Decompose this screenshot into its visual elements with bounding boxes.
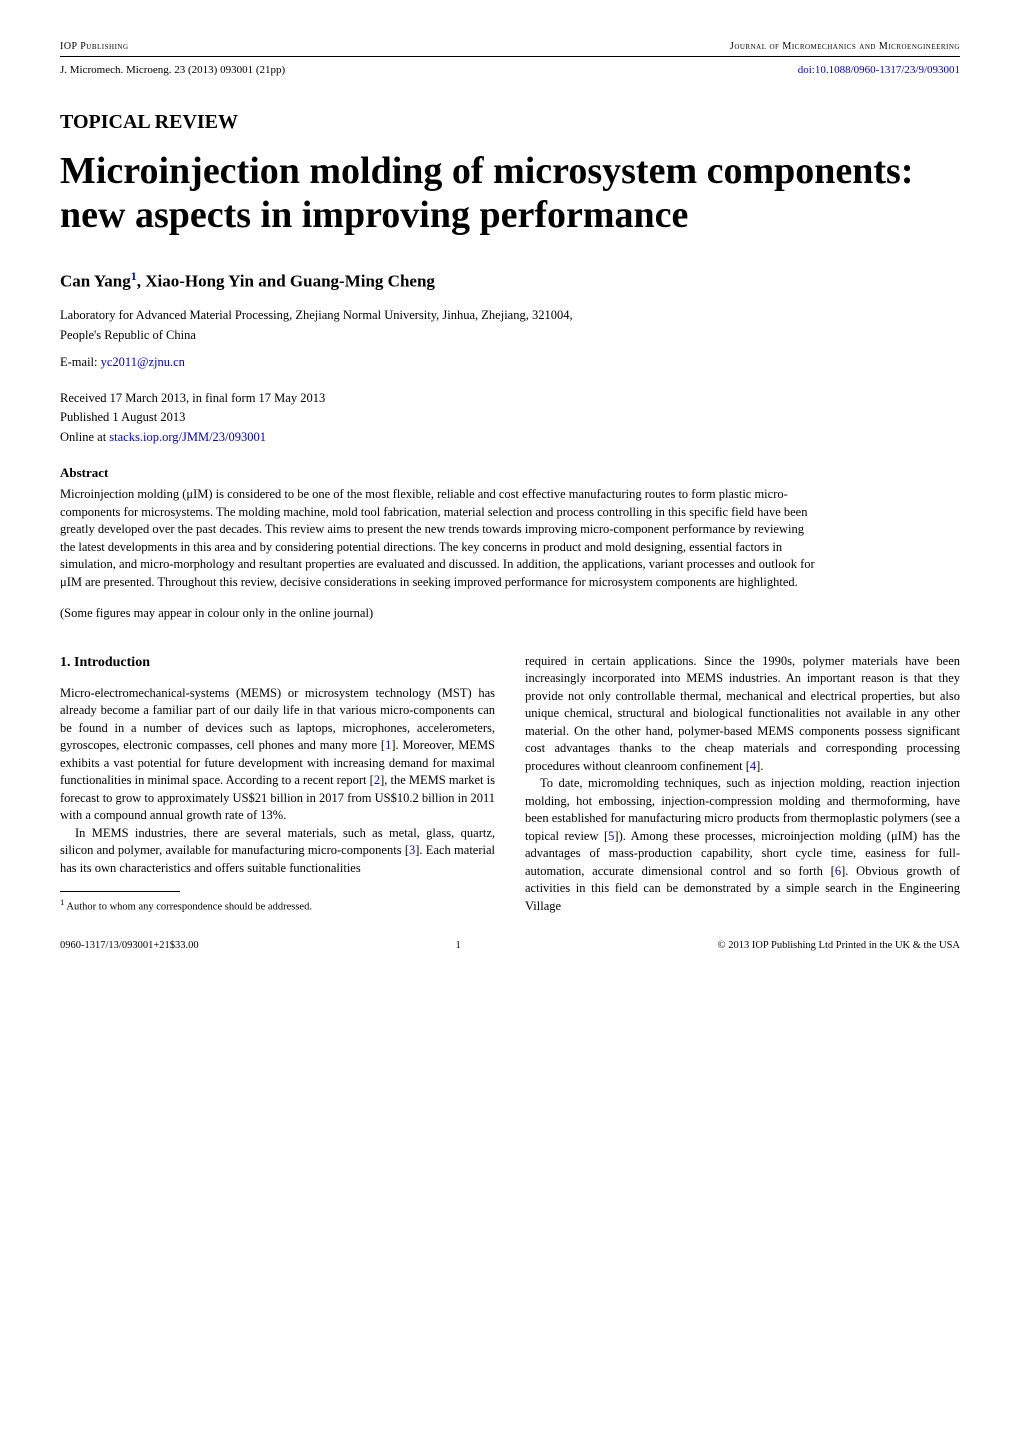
page-header: IOP Publishing Journal of Micromechanics… — [60, 40, 960, 57]
citation-row: J. Micromech. Microeng. 23 (2013) 093001… — [60, 63, 960, 78]
section-heading: 1. Introduction — [60, 653, 495, 673]
footnote-text: Author to whom any correspondence should… — [64, 902, 312, 913]
doi-link[interactable]: doi:10.1088/0960-1317/23/9/093001 — [798, 63, 960, 78]
footer-right: © 2013 IOP Publishing Ltd Printed in the… — [718, 939, 960, 954]
online-line: Online at stacks.iop.org/JMM/23/093001 — [60, 429, 960, 447]
body-paragraph: To date, micromolding techniques, such a… — [525, 775, 960, 915]
left-column: 1. Introduction Micro-electromechanical-… — [60, 653, 495, 916]
received-date: Received 17 March 2013, in final form 17… — [60, 390, 960, 408]
author-list: Can Yang1, Xiao-Hong Yin and Guang-Ming … — [60, 268, 960, 293]
article-title: Microinjection molding of microsystem co… — [60, 150, 960, 237]
body-paragraph: In MEMS industries, there are several ma… — [60, 825, 495, 878]
citation-text: J. Micromech. Microeng. 23 (2013) 093001… — [60, 63, 285, 78]
right-column: required in certain applications. Since … — [525, 653, 960, 916]
page-footer: 0960-1317/13/093001+21$33.00 1 © 2013 IO… — [60, 939, 960, 954]
body-paragraph: Micro-electromechanical-systems (MEMS) o… — [60, 685, 495, 825]
journal-name: Journal of Micromechanics and Microengin… — [730, 40, 960, 54]
footer-left: 0960-1317/13/093001+21$33.00 — [60, 939, 199, 954]
email-line: E-mail: yc2011@zjnu.cn — [60, 354, 960, 372]
article-type-label: TOPICAL REVIEW — [60, 108, 960, 136]
email-prefix: E-mail: — [60, 355, 101, 369]
body-columns: 1. Introduction Micro-electromechanical-… — [60, 653, 960, 916]
affiliation-line: People's Republic of China — [60, 327, 960, 345]
footnote-rule — [60, 891, 180, 892]
online-prefix: Online at — [60, 430, 109, 444]
abstract-heading: Abstract — [60, 464, 960, 482]
author-name: Can Yang — [60, 271, 131, 290]
page-number: 1 — [456, 939, 461, 954]
online-link[interactable]: stacks.iop.org/JMM/23/093001 — [109, 430, 266, 444]
published-date: Published 1 August 2013 — [60, 409, 960, 427]
footnote: 1 Author to whom any correspondence shou… — [60, 896, 495, 915]
figures-note: (Some figures may appear in colour only … — [60, 605, 960, 623]
body-paragraph: required in certain applications. Since … — [525, 653, 960, 776]
author-names-rest: , Xiao-Hong Yin and Guang-Ming Cheng — [137, 271, 435, 290]
publisher-name: IOP Publishing — [60, 40, 129, 54]
abstract-text: Microinjection molding (μIM) is consider… — [60, 486, 820, 591]
email-link[interactable]: yc2011@zjnu.cn — [101, 355, 185, 369]
affiliation-line: Laboratory for Advanced Material Process… — [60, 307, 960, 325]
